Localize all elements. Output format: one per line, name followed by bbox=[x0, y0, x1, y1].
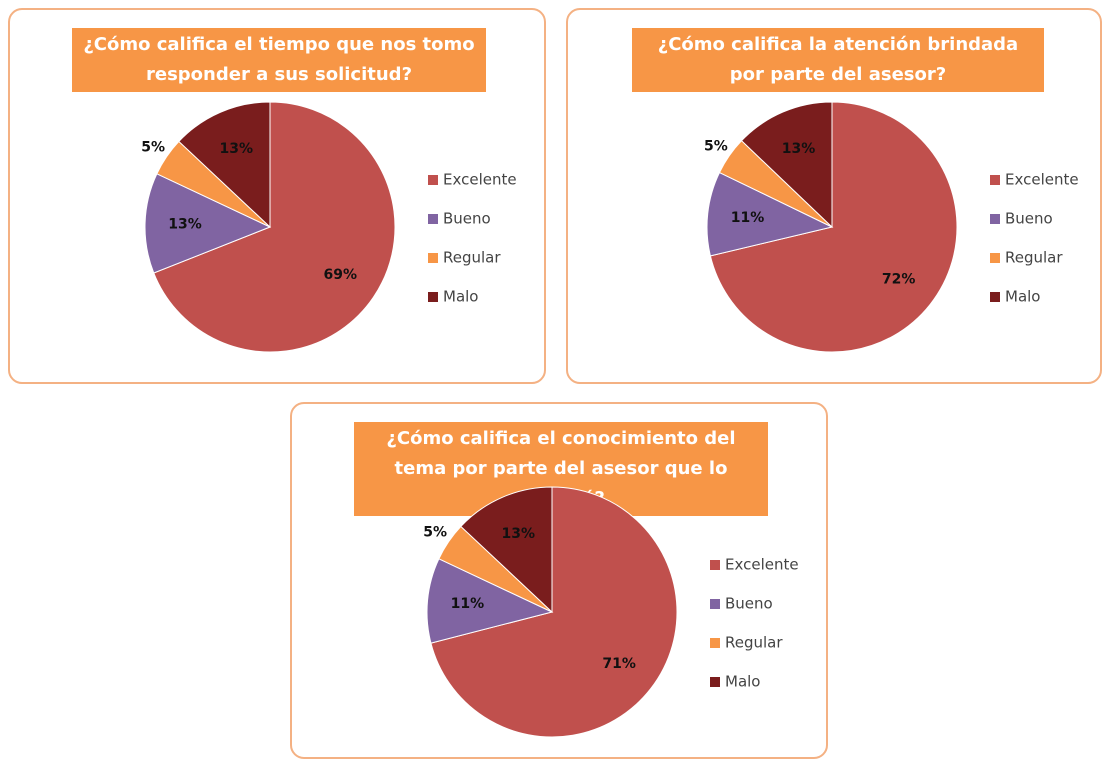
data-label: 13% bbox=[219, 141, 253, 157]
pie-slice bbox=[178, 101, 271, 229]
legend-label: Bueno bbox=[1005, 210, 1053, 228]
data-label: 69% bbox=[324, 267, 358, 283]
chart-panel: ¿Cómo califica el conocimiento del tema … bbox=[290, 402, 828, 759]
legend-label: Malo bbox=[725, 673, 760, 691]
data-label: 71% bbox=[602, 656, 636, 672]
legend-swatch bbox=[990, 214, 1000, 224]
chart-panel: ¿Cómo califica la atención brindada por … bbox=[566, 8, 1102, 384]
pie-slice bbox=[740, 101, 833, 229]
legend-label: Malo bbox=[443, 288, 478, 306]
data-label: 5% bbox=[423, 525, 447, 541]
data-label: 72% bbox=[882, 272, 916, 288]
legend-swatch bbox=[990, 175, 1000, 185]
pie-slice bbox=[430, 486, 678, 738]
legend-label: Bueno bbox=[725, 595, 773, 613]
chart: 72% 11% 5% 13% Excelente Bueno Regular Malo bbox=[704, 101, 1079, 353]
pie-slice bbox=[426, 558, 554, 644]
data-label: 13% bbox=[782, 141, 816, 157]
legend-label: Regular bbox=[725, 634, 783, 652]
legend-label: Excelente bbox=[725, 556, 799, 574]
legend-swatch bbox=[428, 253, 438, 263]
legend-swatch bbox=[990, 292, 1000, 302]
legend-swatch bbox=[990, 253, 1000, 263]
legend-swatch bbox=[710, 599, 720, 609]
legend-label: Excelente bbox=[1005, 171, 1079, 189]
pie-slice bbox=[709, 101, 958, 353]
legend-label: Regular bbox=[443, 249, 501, 267]
chart-title: ¿Cómo califica la atención brindada por … bbox=[632, 28, 1044, 92]
legend-label: Excelente bbox=[443, 171, 517, 189]
data-label: 5% bbox=[141, 140, 165, 156]
pie-slice bbox=[153, 101, 396, 353]
legend-swatch bbox=[428, 214, 438, 224]
legend-swatch bbox=[710, 560, 720, 570]
data-label: 5% bbox=[704, 138, 728, 154]
chart: 71% 11% 5% 13% Excelente Bueno Regular Malo bbox=[423, 486, 799, 738]
chart: 69% 13% 5% 13% Excelente Bueno Regular Malo bbox=[141, 101, 517, 353]
legend-swatch bbox=[710, 638, 720, 648]
legend-swatch bbox=[428, 175, 438, 185]
data-label: 11% bbox=[731, 210, 765, 226]
data-label: 13% bbox=[501, 526, 535, 542]
data-label: 13% bbox=[168, 216, 202, 232]
chart-panel: ¿Cómo califica el tiempo que nos tomo re… bbox=[8, 8, 546, 384]
legend-swatch bbox=[710, 677, 720, 687]
chart-title: ¿Cómo califica el tiempo que nos tomo re… bbox=[72, 28, 486, 92]
data-label: 11% bbox=[451, 596, 485, 612]
legend-label: Regular bbox=[1005, 249, 1063, 267]
legend-label: Malo bbox=[1005, 288, 1040, 306]
pie-slice bbox=[144, 173, 272, 274]
pie-slice bbox=[460, 486, 553, 614]
pie-slice bbox=[706, 171, 834, 257]
legend-swatch bbox=[428, 292, 438, 302]
legend-label: Bueno bbox=[443, 210, 491, 228]
